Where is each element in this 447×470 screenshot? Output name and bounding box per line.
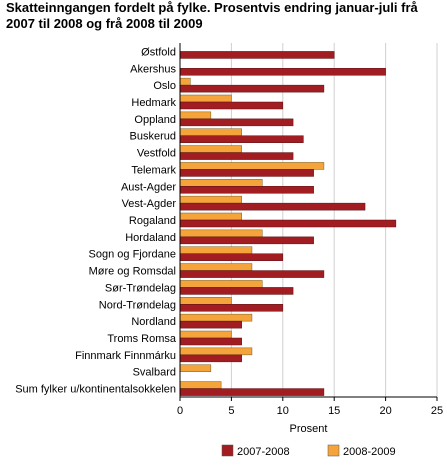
bar-2008-2009 [179,263,253,271]
bar-2007-2008 [179,51,335,59]
category-label: Sør-Trøndelag [105,282,176,294]
bar-2008-2009 [179,179,263,187]
bar-2007-2008 [179,202,366,211]
category-label: Hordaland [125,232,176,244]
category-label: Akershus [130,63,176,75]
x-tick-label: 5 [228,405,234,417]
legend-label-2008-2009: 2008-2009 [343,446,396,458]
category-labels: Østfold Akershus Oslo Hedmark Oppland Buskeru… [15,46,177,395]
x-axis: 0 5 10 15 20 25 [177,43,443,417]
category-label: Aust-Agder [121,181,176,193]
x-tick-label: 25 [431,405,443,417]
x-tick-label: 20 [379,405,391,417]
category-label: Sogn og Fjordane [89,249,176,261]
bar-2007-2008 [179,287,294,295]
bar-2007-2008 [179,84,325,93]
bar-2008-2009 [179,195,242,204]
bar-2008-2009 [179,280,263,288]
category-label: Vest-Agder [122,198,177,210]
bar-2008-2009 [179,77,191,86]
legend-swatch-2007-2008 [221,444,234,457]
category-label: Troms Romsa [107,333,177,345]
bar-2007-2008 [179,152,294,160]
x-tick-label: 10 [277,405,289,417]
bar-2007-2008 [179,270,325,278]
bar-2007-2008 [179,253,284,261]
category-label: Buskerud [130,131,176,143]
bar-2007-2008 [179,219,397,228]
category-label: Sum fylker u/kontinentalsokkelen [15,384,176,396]
chart-title-line2: 2007 til 2008 og frå 2008 til 2009 [6,16,203,31]
bar-2008-2009 [179,246,253,254]
category-label: Møre og Romsdal [89,266,176,278]
category-label: Vestfold [137,148,176,160]
bar-2007-2008 [179,236,314,245]
bar-2007-2008 [179,354,242,363]
category-label: Nordland [131,316,176,328]
chart-title-line1: Skatteinngangen fordelt på fylke. Prosen… [6,0,418,15]
category-label: Østfold [141,46,176,58]
bar-2008-2009 [179,94,232,103]
category-label: Nord-Trøndelag [99,299,176,311]
bars [179,51,397,396]
x-tick-label: 15 [328,405,340,417]
legend-label-2007-2008: 2007-2008 [237,446,290,458]
legend: 2007-2008 2008-2009 [221,444,396,458]
bar-2008-2009 [179,381,222,389]
bar-2007-2008 [179,304,284,312]
bar-2008-2009 [179,364,212,372]
bar-2007-2008 [179,388,325,396]
bar-2007-2008 [179,68,386,76]
category-label: Telemark [131,164,176,176]
x-tick-label: 0 [177,405,183,417]
x-axis-label: Prosent [290,423,328,435]
bar-2008-2009 [179,297,232,305]
category-label: Oppland [134,114,176,126]
bar-2007-2008 [179,337,242,346]
bar-2007-2008 [179,101,284,110]
bar-2008-2009 [179,145,242,153]
bar-2007-2008 [179,186,314,194]
bar-2008-2009 [179,229,263,238]
bar-2008-2009 [179,347,253,356]
category-label: Hedmark [131,97,176,109]
category-label: Oslo [153,80,176,92]
category-label: Rogaland [129,215,176,227]
bar-2008-2009 [179,111,212,120]
chart-title: Skatteinngangen fordelt på fylke. Prosen… [6,0,446,32]
legend-swatch-2008-2009 [327,444,340,457]
category-label: Finnmark Finnmárku [75,350,176,362]
bar-2007-2008 [179,169,314,177]
bar-2007-2008 [179,135,304,143]
bar-2008-2009 [179,212,242,221]
bar-2008-2009 [179,162,325,170]
bar-2007-2008 [179,320,242,329]
category-label: Svalbard [133,367,176,379]
bar-2007-2008 [179,118,294,127]
bar-2008-2009 [179,313,253,322]
bar-2008-2009 [179,330,232,339]
bar-2008-2009 [179,128,242,136]
